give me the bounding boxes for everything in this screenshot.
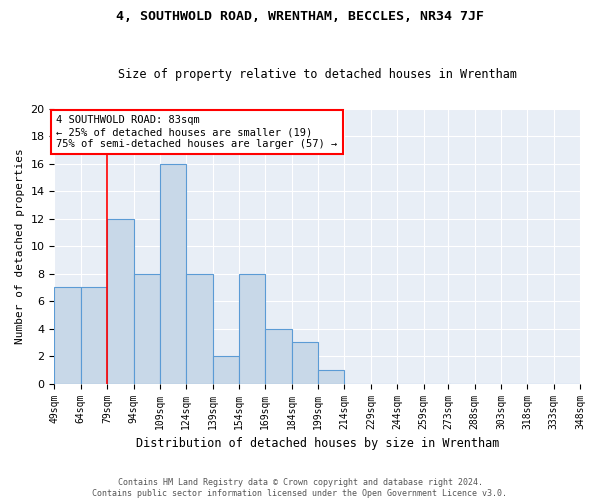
Bar: [81, 288, 107, 384]
Title: Size of property relative to detached houses in Wrentham: Size of property relative to detached ho…: [118, 68, 517, 81]
Bar: [55, 288, 81, 384]
Bar: [239, 274, 265, 384]
Text: 4, SOUTHWOLD ROAD, WRENTHAM, BECCLES, NR34 7JF: 4, SOUTHWOLD ROAD, WRENTHAM, BECCLES, NR…: [116, 10, 484, 23]
Y-axis label: Number of detached properties: Number of detached properties: [15, 148, 25, 344]
Bar: [318, 370, 344, 384]
Text: 4 SOUTHWOLD ROAD: 83sqm
← 25% of detached houses are smaller (19)
75% of semi-de: 4 SOUTHWOLD ROAD: 83sqm ← 25% of detache…: [56, 116, 337, 148]
Bar: [212, 356, 239, 384]
Bar: [265, 328, 292, 384]
Bar: [134, 274, 160, 384]
Bar: [292, 342, 318, 384]
Bar: [186, 274, 212, 384]
Text: Contains HM Land Registry data © Crown copyright and database right 2024.
Contai: Contains HM Land Registry data © Crown c…: [92, 478, 508, 498]
Bar: [107, 218, 134, 384]
Bar: [160, 164, 186, 384]
X-axis label: Distribution of detached houses by size in Wrentham: Distribution of detached houses by size …: [136, 437, 499, 450]
